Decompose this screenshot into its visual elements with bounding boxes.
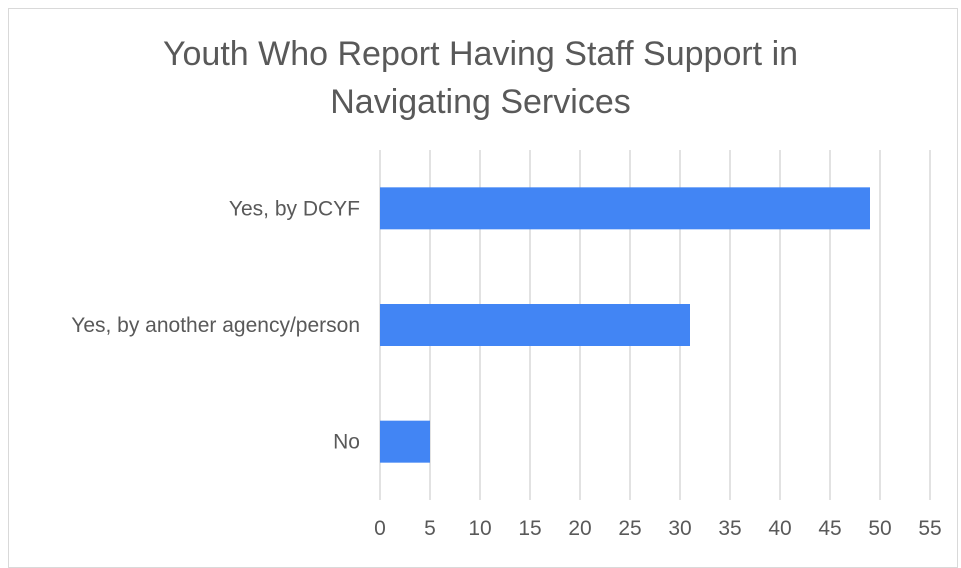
- category-label: Yes, by DCYF: [229, 197, 360, 220]
- bar-chart: Yes, by DCYF Yes, by another agency/perso…: [71, 150, 942, 540]
- chart-frame: [8, 8, 958, 568]
- chart-title-line-1: Youth Who Report Having Staff Support in: [162, 35, 799, 73]
- bar: [380, 420, 430, 463]
- category-labels: Yes, by DCYF Yes, by another agency/perso…: [71, 197, 360, 453]
- category-label: No: [333, 431, 360, 454]
- x-tick-label: 30: [668, 517, 691, 540]
- bar: [380, 304, 690, 346]
- x-tick-label: 0: [374, 517, 386, 540]
- x-tick-label: 5: [424, 517, 436, 540]
- x-tick-label: 50: [868, 517, 891, 540]
- x-tick-labels: 0 5 10 15 20 25 30 35 40 45 50 55: [374, 517, 942, 540]
- bar: [380, 187, 870, 230]
- x-tick-label: 10: [468, 517, 491, 540]
- chart-title: Youth Who Report Having Staff Support in…: [0, 30, 961, 126]
- x-tick-label: 40: [768, 517, 791, 540]
- x-tick-label: 45: [818, 517, 841, 540]
- x-tick-label: 15: [518, 517, 541, 540]
- chart-title-line-2: Navigating Services: [330, 83, 631, 121]
- x-tick-label: 35: [718, 517, 741, 540]
- category-label: Yes, by another agency/person: [71, 314, 360, 337]
- x-tick-label: 20: [568, 517, 591, 540]
- x-tick-label: 25: [618, 517, 641, 540]
- x-tick-label: 55: [918, 517, 941, 540]
- bars: [380, 187, 870, 463]
